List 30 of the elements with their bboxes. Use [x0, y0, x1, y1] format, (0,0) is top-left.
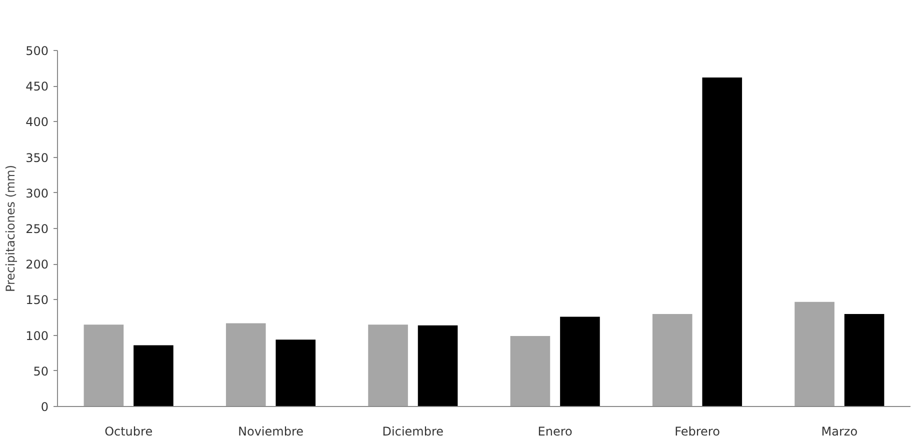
bar: [134, 345, 174, 406]
y-tick-label: 450: [26, 80, 48, 94]
bar: [368, 324, 408, 406]
y-tick-label: 100: [26, 328, 48, 343]
y-tick-label: 200: [26, 258, 48, 272]
bar: [84, 324, 124, 406]
y-tick-label: 350: [26, 150, 48, 165]
y-tick-label: 250: [26, 222, 48, 236]
y-tick-label: 400: [26, 115, 48, 130]
x-tick-label: Octubre: [104, 424, 153, 438]
bar: [276, 340, 316, 406]
y-tick-label: 300: [26, 186, 48, 200]
bar: [702, 78, 742, 406]
y-tick-label: 500: [26, 44, 48, 58]
y-axis-title: Precipitaciones (mm): [4, 164, 18, 292]
x-tick-label: Noviembre: [238, 424, 304, 438]
y-tick-label: 0: [40, 400, 49, 414]
x-tick-label: Marzo: [821, 424, 858, 438]
bar: [418, 325, 458, 406]
y-tick-label: 150: [26, 293, 48, 308]
x-tick-label: Diciembre: [382, 424, 444, 438]
bar: [844, 314, 884, 406]
bar: [226, 323, 266, 406]
bar: [560, 316, 600, 406]
x-tick-label: Febrero: [674, 424, 720, 438]
bar: [794, 302, 834, 406]
bar: [510, 336, 550, 406]
y-tick-label: 50: [33, 364, 49, 378]
bar: [652, 314, 692, 406]
x-tick-label: Enero: [538, 424, 572, 438]
